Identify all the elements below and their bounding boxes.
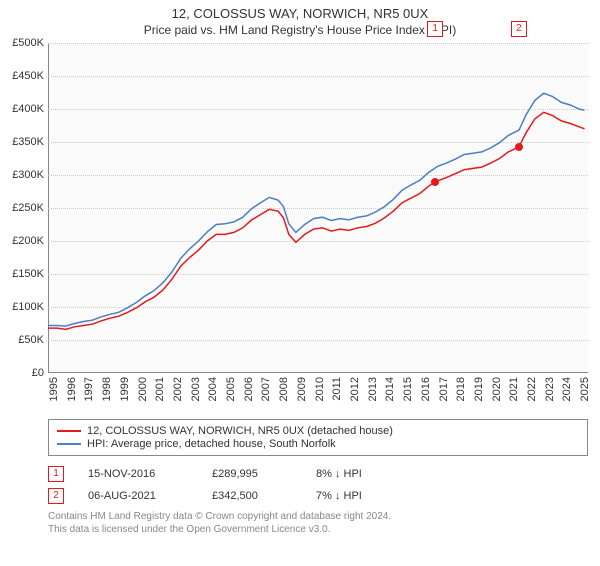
legend-swatch [57, 430, 81, 432]
x-tick-label: 2010 [314, 377, 326, 401]
x-tick-label: 2015 [402, 377, 414, 401]
y-tick-label: £200K [0, 235, 44, 247]
y-tick-label: £350K [0, 136, 44, 148]
y-tick-label: £500K [0, 37, 44, 49]
x-tick-label: 2001 [154, 377, 166, 401]
y-tick-label: £400K [0, 103, 44, 115]
legend-label: 12, COLOSSUS WAY, NORWICH, NR5 0UX (deta… [87, 425, 393, 437]
x-tick-label: 2004 [207, 377, 219, 401]
series-line [48, 112, 585, 329]
x-tick-label: 1995 [48, 377, 60, 401]
x-tick-label: 1996 [66, 377, 78, 401]
sale-marker-label: 2 [511, 21, 527, 37]
x-tick-label: 2009 [296, 377, 308, 401]
legend-label: HPI: Average price, detached house, Sout… [87, 438, 336, 450]
y-tick-label: £250K [0, 202, 44, 214]
legend-item: HPI: Average price, detached house, Sout… [57, 438, 579, 450]
plot-area: £0£50K£100K£150K£200K£250K£300K£350K£400… [48, 43, 588, 373]
attribution-line2: This data is licensed under the Open Gov… [48, 523, 588, 536]
sale-index-box: 2 [48, 488, 64, 504]
x-tick-label: 2006 [243, 377, 255, 401]
legend: 12, COLOSSUS WAY, NORWICH, NR5 0UX (deta… [48, 419, 588, 456]
x-tick-label: 2005 [225, 377, 237, 401]
x-tick-label: 2000 [137, 377, 149, 401]
sale-price: £289,995 [212, 468, 292, 480]
y-tick-label: £300K [0, 169, 44, 181]
sale-marker-dot [431, 178, 439, 186]
y-tick-label: £150K [0, 268, 44, 280]
sale-price: £342,500 [212, 490, 292, 502]
legend-item: 12, COLOSSUS WAY, NORWICH, NR5 0UX (deta… [57, 425, 579, 437]
x-tick-label: 2024 [561, 377, 573, 401]
attribution: Contains HM Land Registry data © Crown c… [48, 510, 588, 536]
sales-table: 1 15-NOV-2016 £289,995 8% ↓ HPI 2 06-AUG-2021… [48, 466, 588, 504]
x-tick-label: 2007 [260, 377, 272, 401]
sale-date: 06-AUG-2021 [88, 490, 188, 502]
sale-marker-dot [515, 143, 523, 151]
x-tick-label: 2019 [473, 377, 485, 401]
x-tick-label: 2011 [331, 377, 343, 401]
x-tick-label: 1998 [101, 377, 113, 401]
chart-container: 12, COLOSSUS WAY, NORWICH, NR5 0UX Price… [0, 6, 600, 566]
y-tick-label: £50K [0, 334, 44, 346]
y-tick-label: £100K [0, 301, 44, 313]
y-tick-label: £0 [0, 367, 44, 379]
x-tick-label: 2020 [491, 377, 503, 401]
x-tick-label: 2022 [526, 377, 538, 401]
sale-index-box: 1 [48, 466, 64, 482]
x-tick-label: 2008 [278, 377, 290, 401]
x-tick-label: 2021 [508, 377, 520, 401]
x-tick-label: 2014 [384, 377, 396, 401]
sale-row: 1 15-NOV-2016 £289,995 8% ↓ HPI [48, 466, 588, 482]
x-tick-label: 1997 [83, 377, 95, 401]
sale-diff: 8% ↓ HPI [316, 468, 362, 480]
x-tick-label: 2018 [455, 377, 467, 401]
x-tick-label: 2013 [367, 377, 379, 401]
x-tick-label: 2017 [438, 377, 450, 401]
legend-swatch [57, 443, 81, 445]
x-tick-label: 1999 [119, 377, 131, 401]
x-tick-label: 2003 [190, 377, 202, 401]
x-axis-labels: 1995 1996 1997 1998 1999 2000 2001 2002 2003 2004… [48, 373, 588, 413]
chart-lines [48, 43, 588, 373]
sale-date: 15-NOV-2016 [88, 468, 188, 480]
x-tick-label: 2025 [579, 377, 591, 401]
series-line [48, 93, 585, 326]
sale-marker-label: 1 [427, 21, 443, 37]
y-tick-label: £450K [0, 70, 44, 82]
sale-diff: 7% ↓ HPI [316, 490, 362, 502]
x-tick-label: 2016 [420, 377, 432, 401]
x-tick-label: 2023 [544, 377, 556, 401]
attribution-line1: Contains HM Land Registry data © Crown c… [48, 510, 588, 523]
x-tick-label: 2002 [172, 377, 184, 401]
x-tick-label: 2012 [349, 377, 361, 401]
chart-title: 12, COLOSSUS WAY, NORWICH, NR5 0UX [0, 6, 600, 21]
sale-row: 2 06-AUG-2021 £342,500 7% ↓ HPI [48, 488, 588, 504]
